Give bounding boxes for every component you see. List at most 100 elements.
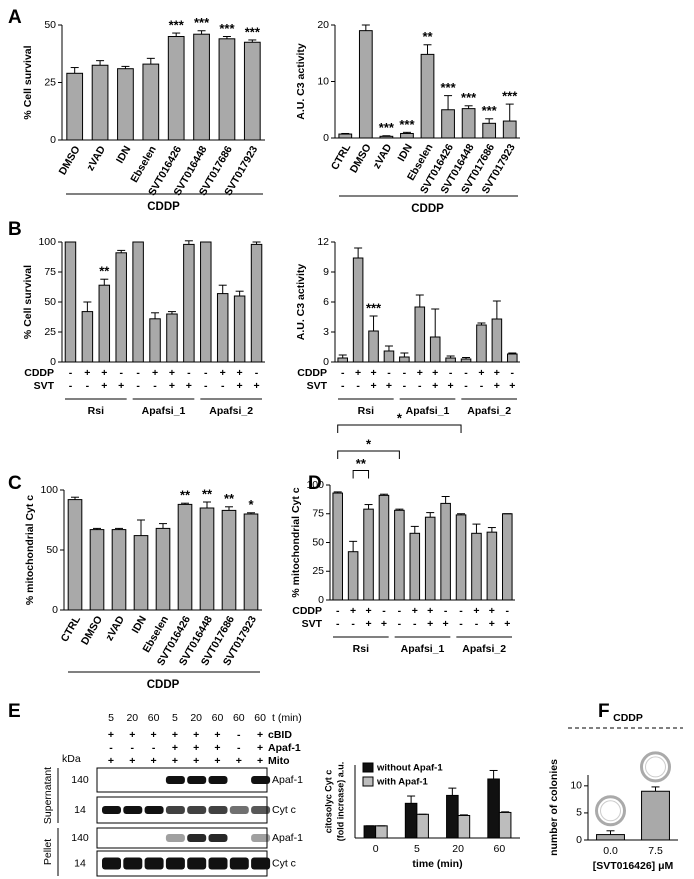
row-sign: + bbox=[101, 380, 107, 392]
bar bbox=[502, 120, 517, 139]
row-sign: + bbox=[417, 367, 423, 379]
panel-label: F bbox=[598, 701, 610, 722]
error-bar bbox=[423, 44, 432, 55]
y-tick-label: 25 bbox=[44, 76, 56, 88]
blot-band bbox=[123, 806, 143, 814]
panel-label: C bbox=[8, 473, 22, 494]
bar bbox=[133, 535, 149, 611]
error-bar bbox=[415, 294, 424, 307]
blot-band bbox=[187, 834, 207, 842]
bar bbox=[420, 53, 435, 139]
error-bar bbox=[446, 355, 455, 358]
bar bbox=[347, 551, 359, 601]
bar bbox=[383, 350, 395, 363]
bar bbox=[378, 494, 390, 601]
bar bbox=[429, 336, 441, 363]
mw-label: 14 bbox=[74, 857, 86, 869]
row-sign: - bbox=[341, 367, 345, 379]
kda-label: kDa bbox=[62, 753, 81, 765]
treatment-label: CDDP bbox=[411, 203, 444, 215]
lane-time: 60 bbox=[233, 712, 245, 724]
treatment-label: CDDP bbox=[147, 679, 180, 691]
group-label: Apafsi_2 bbox=[467, 405, 511, 417]
bar bbox=[507, 353, 518, 363]
bar bbox=[409, 532, 421, 601]
protein-label: Apaf-1 bbox=[272, 774, 303, 786]
bar bbox=[440, 502, 451, 601]
error-bar bbox=[159, 523, 167, 529]
bar bbox=[111, 529, 127, 611]
blot-strip bbox=[96, 827, 268, 849]
error-bar bbox=[338, 354, 347, 358]
bar bbox=[250, 243, 263, 363]
treatment-label: CDDP bbox=[147, 201, 180, 213]
row-sign: - bbox=[398, 618, 402, 630]
mw-label: 140 bbox=[71, 774, 89, 786]
y-tick-label: 100 bbox=[38, 236, 56, 248]
significance: *** bbox=[366, 300, 382, 315]
condition-label: Mito bbox=[268, 755, 290, 767]
row-sign: - bbox=[204, 367, 208, 379]
row-sign: + bbox=[220, 367, 226, 379]
protein-label: Apaf-1 bbox=[272, 832, 303, 844]
blot-band bbox=[165, 834, 185, 842]
bar bbox=[332, 492, 343, 601]
significance: *** bbox=[399, 117, 415, 132]
row-sign: + bbox=[169, 380, 175, 392]
bar bbox=[243, 41, 261, 141]
condition-sign: + bbox=[108, 755, 114, 767]
significance: *** bbox=[502, 89, 518, 104]
row-sign: + bbox=[432, 380, 438, 392]
legend-label: without Apaf-1 bbox=[376, 763, 443, 774]
row-sign: + bbox=[478, 367, 484, 379]
row-sign: + bbox=[370, 380, 376, 392]
bar bbox=[66, 72, 84, 141]
blot-band bbox=[229, 806, 249, 814]
row-sign: + bbox=[381, 618, 387, 630]
bar bbox=[461, 108, 476, 139]
y-tick-label: 0 bbox=[318, 594, 324, 606]
bar bbox=[200, 241, 212, 363]
error-bar bbox=[492, 300, 501, 319]
significance: *** bbox=[482, 103, 498, 118]
bar bbox=[502, 513, 513, 601]
x-tick-label: DMSO bbox=[79, 614, 105, 647]
blot-band bbox=[144, 857, 164, 870]
condition-sign: + bbox=[151, 755, 157, 767]
significance: ** bbox=[99, 264, 110, 279]
condition-sign: - bbox=[131, 742, 135, 754]
row-sign: - bbox=[86, 380, 90, 392]
row-sign: + bbox=[84, 367, 90, 379]
error-bar bbox=[349, 540, 358, 552]
y-tick-label: 25 bbox=[44, 326, 56, 338]
group-label: Rsi bbox=[88, 405, 104, 417]
colony-image bbox=[595, 795, 626, 827]
error-bar bbox=[70, 67, 79, 74]
x-tick-label: DMSO bbox=[348, 142, 374, 175]
row-sign: + bbox=[412, 605, 418, 617]
row-sign: + bbox=[101, 367, 107, 379]
bar bbox=[476, 324, 487, 363]
blot-band bbox=[187, 857, 207, 870]
row-sign: + bbox=[489, 605, 495, 617]
bar bbox=[491, 318, 503, 363]
panel-label: B bbox=[8, 219, 22, 240]
error-bar bbox=[184, 240, 193, 245]
blot-band bbox=[165, 806, 185, 814]
error-bar bbox=[477, 322, 486, 325]
x-tick-label: zVAD bbox=[84, 144, 108, 173]
bar bbox=[142, 63, 160, 141]
lane-time: 60 bbox=[212, 712, 224, 724]
row-sign: - bbox=[403, 367, 407, 379]
row-sign: + bbox=[186, 380, 192, 392]
x-axis-label: time (min) bbox=[412, 858, 462, 870]
significance-bracket bbox=[352, 470, 370, 479]
blot-band bbox=[165, 776, 185, 784]
blot-band bbox=[102, 857, 121, 870]
legend-swatch bbox=[362, 762, 374, 773]
error-bar bbox=[410, 525, 419, 534]
error-bar bbox=[71, 496, 79, 500]
lane-time: 60 bbox=[148, 712, 160, 724]
row-sign: - bbox=[69, 380, 73, 392]
row-sign: - bbox=[255, 367, 259, 379]
